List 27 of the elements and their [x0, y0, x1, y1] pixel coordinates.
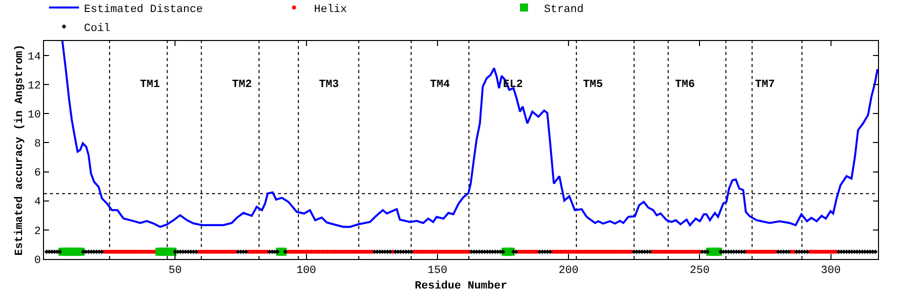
legend-label: Coil — [84, 22, 110, 35]
y-tick-label: 4 — [34, 196, 42, 209]
y-tick-label: 2 — [34, 226, 41, 238]
x-tick-label: 50 — [168, 265, 182, 278]
annotation: TM2 — [232, 79, 252, 91]
x-tick-label: 200 — [558, 265, 578, 278]
legend-label: Strand — [544, 4, 584, 16]
annotation: TM6 — [675, 79, 695, 91]
x-tick-label: 300 — [820, 265, 841, 278]
annotation: TM3 — [319, 79, 340, 91]
annotation: TM4 — [430, 79, 450, 91]
x-axis-title: Residue Number — [414, 280, 508, 292]
y-tick-label: 10 — [28, 110, 41, 122]
x-tick-label: 150 — [427, 265, 448, 278]
annotation: TM1 — [140, 79, 160, 91]
annotation: TM5 — [583, 79, 604, 91]
legend-label: Estimated Distance — [84, 4, 203, 16]
y-tick-label: 14 — [28, 51, 42, 64]
annotation: TM7 — [755, 79, 775, 91]
y-tick-label: 6 — [34, 168, 41, 180]
x-tick-label: 250 — [690, 265, 710, 278]
y-axis-title: Estimated accuracy (in Angstrom) — [14, 44, 26, 256]
x-tick-label: 100 — [296, 265, 316, 278]
y-tick-label: 8 — [34, 138, 41, 151]
y-tick-label: 12 — [28, 80, 41, 92]
legend-label: Helix — [314, 4, 348, 16]
y-tick-label: 0 — [34, 254, 41, 267]
